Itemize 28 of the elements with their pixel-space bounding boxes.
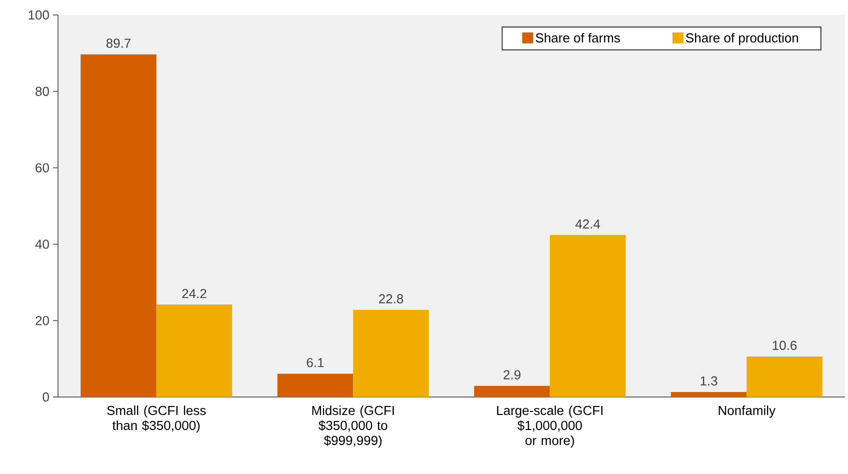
data-label: 42.4 <box>575 219 600 229</box>
y-tick-label: 0 <box>42 392 49 402</box>
y-tick-label: 100 <box>28 10 49 20</box>
bar <box>670 392 747 397</box>
x-tick-label: Midsize (GCFI $350,000 to $999,999) <box>312 406 394 448</box>
bar <box>746 356 822 397</box>
bar <box>474 386 550 397</box>
bar <box>353 310 429 397</box>
y-tick-label: 40 <box>35 240 49 249</box>
bar <box>156 304 232 397</box>
legend-label: Share of farms <box>536 32 620 42</box>
legend-label: Share of production <box>686 32 798 46</box>
x-tick-label: Large-scale (GCFI $1,000,000 or more) <box>497 406 602 448</box>
data-label: 89.7 <box>106 38 130 48</box>
data-label: 1.3 <box>700 376 718 386</box>
y-tick-label: 60 <box>36 163 49 172</box>
data-label: 22.8 <box>379 294 404 304</box>
bar <box>80 54 156 397</box>
data-label: 24.2 <box>182 288 206 298</box>
data-label: 10.6 <box>772 340 797 350</box>
data-label: 2.9 <box>504 370 520 380</box>
data-label: 6.1 <box>306 358 324 368</box>
bar <box>550 235 626 397</box>
x-tick-label: Small (GCFI less than $350,000) <box>107 406 206 433</box>
x-tick-label: Nonfamily <box>718 406 776 418</box>
bar <box>277 374 354 397</box>
y-tick-label: 20 <box>36 316 49 326</box>
y-tick-label: 80 <box>36 86 49 96</box>
